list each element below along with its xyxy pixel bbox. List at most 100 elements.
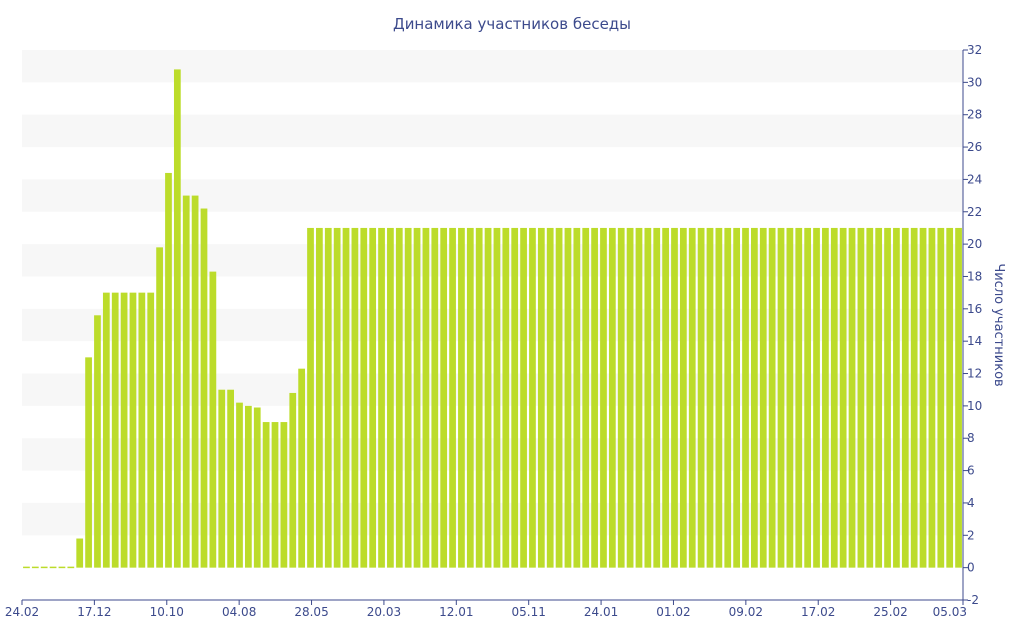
bar [333, 227, 341, 568]
bar [76, 538, 84, 568]
bar [307, 227, 314, 568]
bar [511, 227, 519, 568]
bar [928, 227, 936, 568]
bar [608, 227, 616, 568]
bar [289, 392, 297, 568]
bar [671, 227, 678, 568]
bar [431, 227, 439, 568]
bar [688, 227, 696, 568]
bar [724, 227, 732, 568]
bar [901, 227, 909, 568]
bar-zero [23, 566, 30, 569]
y-tick-label: 26 [967, 140, 982, 154]
bar [475, 227, 483, 568]
y-tick-label: 20 [967, 237, 982, 251]
bar [102, 292, 110, 568]
bar [813, 227, 820, 568]
bar [369, 227, 377, 568]
x-tick-label: 10.10 [150, 605, 184, 619]
bar [653, 227, 661, 568]
y-tick-label: 4 [967, 496, 975, 510]
x-tick-label: 05.03 [933, 605, 967, 619]
bar [893, 227, 900, 568]
grid-band [22, 50, 963, 83]
bar [422, 227, 430, 568]
bar [786, 227, 794, 568]
grid-band [22, 373, 963, 406]
bar [395, 227, 403, 568]
grid-band [22, 502, 963, 536]
bar [617, 227, 625, 568]
bar [191, 195, 199, 568]
bar [253, 407, 261, 568]
bar [378, 227, 385, 568]
bar [830, 227, 838, 568]
bar [342, 227, 350, 568]
bars [23, 69, 962, 569]
x-tick-label: 05.11 [512, 605, 546, 619]
bar [129, 292, 137, 568]
y-tick-label: 6 [967, 464, 975, 478]
bar [111, 292, 119, 568]
bar [795, 227, 803, 568]
bar [449, 227, 456, 568]
bar [697, 227, 705, 568]
bar [866, 227, 874, 568]
bar [120, 292, 128, 568]
bar [822, 227, 829, 568]
bar [493, 227, 501, 568]
bar [715, 227, 723, 568]
x-tick-label: 24.01 [584, 605, 618, 619]
chart-title: Динамика участников беседы [393, 15, 631, 33]
x-tick-label: 12.01 [439, 605, 473, 619]
bar [706, 227, 714, 568]
grid-band [22, 438, 963, 471]
y-tick-label: 22 [967, 205, 982, 219]
bar [466, 227, 474, 568]
y-axis-label: Число участников [991, 263, 1006, 386]
bar [662, 227, 669, 568]
y-tick-label: 30 [967, 75, 982, 89]
bar [94, 315, 101, 568]
bar [298, 368, 306, 568]
x-tick-label: 17.02 [801, 605, 835, 619]
y-tick-label: 24 [967, 172, 982, 186]
bar [387, 227, 394, 568]
y-tick-label: 14 [967, 334, 982, 348]
bar-zero [31, 566, 39, 569]
bar [244, 405, 252, 568]
bar [733, 227, 741, 568]
y-tick-label: 28 [967, 108, 982, 122]
bar [529, 227, 536, 568]
bar [458, 227, 465, 568]
y-tick-label: 10 [967, 399, 982, 413]
bar [351, 227, 359, 568]
bar [218, 389, 226, 568]
grid-band [22, 179, 963, 212]
bar [324, 227, 332, 568]
bar [848, 227, 856, 568]
x-tick-label: 01.02 [656, 605, 690, 619]
bar-zero [58, 566, 66, 569]
bar [946, 227, 954, 568]
bar-zero [40, 566, 48, 569]
bar [280, 422, 288, 568]
bar [173, 69, 181, 568]
bar [520, 227, 527, 568]
bar [679, 227, 687, 568]
x-tick-label: 25.02 [873, 605, 907, 619]
bar [413, 227, 421, 568]
bar [404, 227, 412, 568]
x-tick-label: 24.02 [5, 605, 39, 619]
y-tick-label: 0 [967, 561, 975, 575]
grid-bands [22, 50, 963, 536]
y-tick-label: 18 [967, 269, 982, 283]
bar [573, 227, 581, 568]
bar [360, 227, 368, 568]
x-tick-label: 17.12 [77, 605, 111, 619]
bar-zero [49, 566, 57, 569]
bar [919, 227, 927, 568]
x-tick-labels: 24.02 17.12 10.10 04.08 28.05 20.03 12.01 05.11… [5, 600, 967, 619]
